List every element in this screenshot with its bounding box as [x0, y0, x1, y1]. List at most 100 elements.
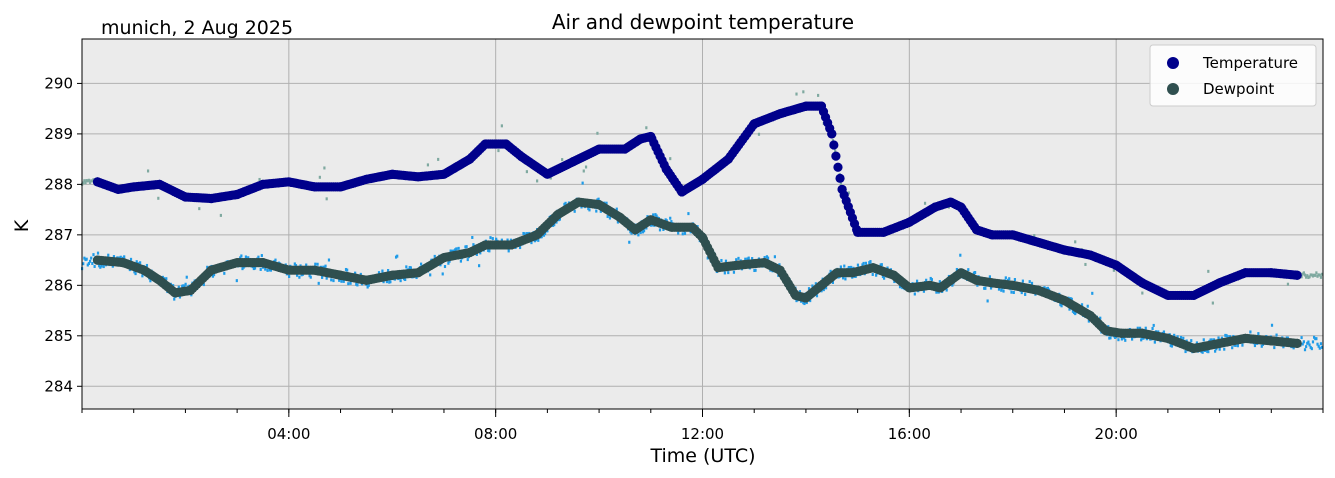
- raw-point: [850, 265, 853, 269]
- raw-point: [616, 220, 620, 224]
- raw-point: [655, 214, 658, 218]
- raw-point: [989, 286, 993, 290]
- x-tick-label: 08:00: [474, 425, 517, 443]
- temperature-data-point: [837, 184, 847, 195]
- raw-point: [972, 271, 976, 275]
- raw-point: [1074, 312, 1077, 316]
- raw-point: [84, 258, 87, 262]
- raw-point: [925, 278, 928, 282]
- legend: Temperature Dewpoint: [1149, 44, 1317, 107]
- raw-point: [1099, 316, 1102, 320]
- raw-point: [82, 262, 85, 266]
- raw-point: [377, 271, 381, 275]
- dewpoint-data-point: [335, 270, 346, 280]
- raw-point: [491, 237, 494, 241]
- raw-point: [935, 290, 938, 294]
- dewpoint-data-point: [889, 270, 899, 280]
- temperature-data-point: [258, 179, 268, 189]
- raw-point: [1314, 273, 1317, 277]
- raw-point: [525, 232, 528, 236]
- raw-point: [102, 265, 105, 269]
- raw-point: [1201, 350, 1204, 354]
- raw-point: [466, 258, 469, 262]
- dewpoint-data-point: [154, 275, 165, 285]
- raw-point: [581, 181, 584, 185]
- temperature-data-point: [465, 154, 475, 164]
- temperature-data-point: [1266, 268, 1276, 278]
- raw-point: [338, 278, 341, 282]
- raw-point: [997, 287, 1001, 291]
- raw-point: [1316, 274, 1319, 278]
- raw-point: [1217, 336, 1220, 340]
- raw-point: [1273, 346, 1276, 350]
- dewpoint-data-point: [553, 210, 563, 220]
- raw-point: [459, 259, 463, 263]
- raw-point: [834, 149, 837, 153]
- temperature-data-point: [723, 154, 733, 164]
- temperature-point: [829, 140, 839, 150]
- raw-point: [177, 285, 180, 289]
- dewpoint-data-point: [361, 275, 371, 285]
- raw-point: [1233, 343, 1236, 347]
- raw-point: [751, 257, 754, 261]
- raw-point: [664, 218, 667, 222]
- raw-point: [1318, 346, 1321, 350]
- raw-point: [1234, 343, 1237, 347]
- raw-point: [724, 259, 728, 263]
- raw-point: [523, 232, 526, 236]
- raw-point: [1300, 275, 1303, 279]
- raw-point: [258, 177, 261, 181]
- raw-point: [332, 279, 335, 283]
- raw-point: [396, 254, 399, 258]
- raw-point: [1136, 326, 1139, 330]
- dewpoint-data-point: [1163, 333, 1173, 343]
- raw-point: [1311, 274, 1315, 278]
- raw-point: [83, 256, 86, 260]
- raw-point: [327, 258, 331, 262]
- raw-point: [1179, 335, 1183, 339]
- raw-point: [314, 262, 317, 266]
- raw-point: [239, 256, 242, 260]
- raw-point: [488, 249, 491, 253]
- raw-point: [87, 178, 91, 182]
- temperature-data-point: [853, 227, 863, 237]
- raw-point: [637, 233, 640, 237]
- raw-point: [235, 279, 238, 283]
- dewpoint-data-point: [1085, 311, 1095, 321]
- raw-point: [455, 247, 458, 251]
- raw-point: [308, 274, 311, 278]
- raw-point: [268, 268, 271, 272]
- raw-point: [1218, 347, 1221, 351]
- raw-point: [1080, 303, 1084, 307]
- raw-point: [861, 263, 864, 267]
- raw-point: [381, 269, 384, 273]
- raw-point: [930, 278, 933, 282]
- raw-point: [945, 288, 948, 292]
- raw-point: [1317, 273, 1320, 277]
- dewpoint-data-point: [439, 252, 449, 263]
- raw-point: [1124, 338, 1127, 342]
- raw-point: [669, 157, 672, 161]
- dewpoint-data-point: [646, 215, 656, 225]
- y-tick-label: 290: [44, 74, 73, 92]
- raw-point: [746, 257, 749, 261]
- raw-point: [447, 261, 450, 265]
- x-axis-label: Time (UTC): [649, 445, 755, 467]
- raw-point: [465, 245, 468, 249]
- raw-point: [146, 169, 150, 173]
- raw-point: [1084, 262, 1087, 266]
- raw-point: [1308, 343, 1311, 347]
- legend-marker-temperature: [1167, 57, 1179, 69]
- raw-point: [1319, 342, 1323, 346]
- raw-point: [1008, 277, 1011, 281]
- dewpoint-data-point: [816, 280, 827, 290]
- raw-point: [500, 238, 503, 242]
- temperature-data-point: [413, 172, 423, 182]
- raw-point: [402, 277, 406, 281]
- raw-point: [91, 261, 94, 265]
- raw-point: [1309, 273, 1312, 277]
- raw-point: [367, 283, 370, 287]
- raw-point: [178, 295, 182, 299]
- raw-point: [475, 252, 478, 256]
